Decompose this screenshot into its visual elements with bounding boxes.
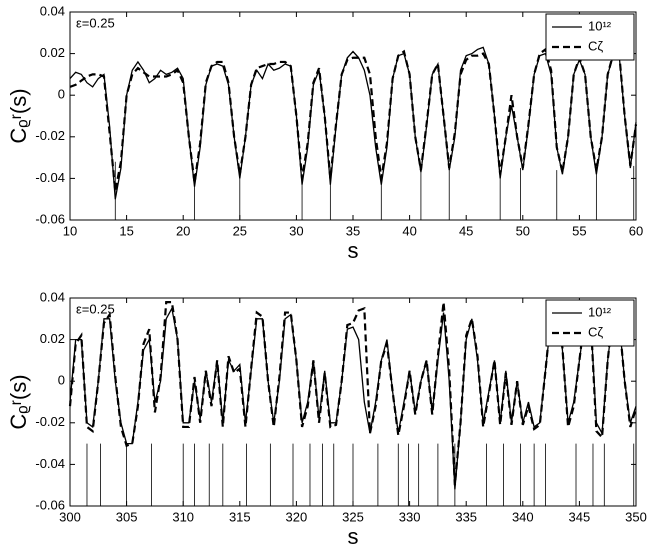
y-tick-label: -0.06 [35, 497, 65, 512]
x-tick-label: 350 [625, 509, 647, 524]
legend-box [545, 13, 635, 61]
x-tick-label: 10 [63, 223, 77, 238]
y-tick-label: 0.04 [40, 289, 65, 304]
legend-label: 10¹² [588, 304, 612, 319]
x-tick-label: 305 [116, 509, 138, 524]
y-tick-label: -0.04 [35, 456, 65, 471]
legend-box [545, 299, 635, 347]
x-tick-label: 335 [455, 509, 477, 524]
x-tick-label: 300 [59, 509, 81, 524]
x-tick-label: 55 [572, 223, 586, 238]
x-tick-label: 330 [399, 509, 421, 524]
x-tick-label: 310 [172, 509, 194, 524]
x-tick-label: 50 [516, 223, 530, 238]
axes-frame [69, 11, 637, 221]
x-tick-label: 30 [289, 223, 303, 238]
x-tick-label: 45 [459, 223, 473, 238]
y-tick-label: -0.04 [35, 170, 65, 185]
series-line [69, 46, 637, 200]
x-axis-label: s [348, 238, 359, 263]
x-tick-label: 15 [119, 223, 133, 238]
y-tick-label: 0.04 [40, 3, 65, 18]
y-tick-label: 0.02 [40, 45, 65, 60]
x-tick-label: 345 [569, 509, 591, 524]
x-tick-label: 320 [286, 509, 308, 524]
annotation: ε=0.25 [76, 15, 115, 30]
legend-label: Cζ [588, 324, 603, 339]
x-tick-label: 35 [346, 223, 360, 238]
x-tick-label: 60 [629, 223, 643, 238]
y-tick-label: -0.02 [35, 128, 65, 143]
y-tick-label: -0.02 [35, 414, 65, 429]
y-tick-label: 0.02 [40, 331, 65, 346]
plot-area [70, 12, 636, 220]
y-tick-label: 0 [58, 373, 65, 388]
y-tick-label: -0.06 [35, 211, 65, 226]
series-line [69, 47, 638, 192]
legend-label: Cζ [588, 38, 603, 53]
y-axis-label: Cᵨʳ(s) [6, 374, 31, 429]
annotation: ε=0.25 [76, 301, 115, 316]
y-tick-label: 0 [58, 87, 65, 102]
x-tick-label: 40 [402, 223, 416, 238]
x-tick-label: 340 [512, 509, 534, 524]
axes-frame [69, 297, 637, 507]
x-axis-label: s [348, 524, 359, 549]
y-axis-label: Cᵨʳ(s) [6, 88, 31, 143]
x-tick-label: 25 [233, 223, 247, 238]
series-line [68, 301, 638, 486]
legend-label: 10¹² [588, 18, 612, 33]
x-tick-label: 325 [342, 509, 364, 524]
x-tick-label: 20 [176, 223, 190, 238]
x-tick-label: 315 [229, 509, 251, 524]
